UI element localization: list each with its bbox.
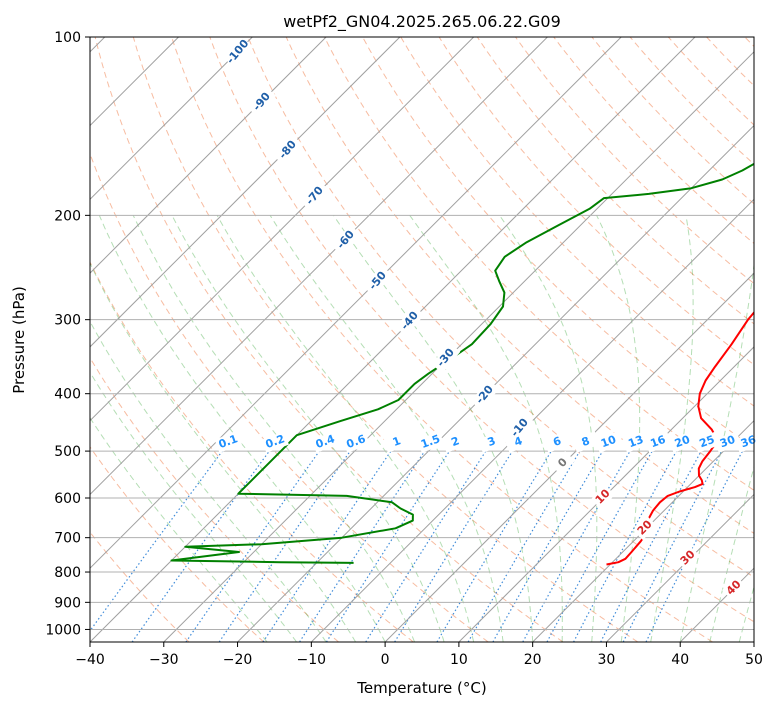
x-tick-label: 50 <box>745 652 763 668</box>
x-tick-label: 20 <box>524 652 542 668</box>
chart-title: wetPf2_GN04.2025.265.06.22.G09 <box>283 12 561 32</box>
x-tick-label: −30 <box>149 652 179 668</box>
x-tick-label: −40 <box>75 652 105 668</box>
x-axis-title: Temperature (°C) <box>356 679 486 697</box>
x-tick-label: 10 <box>450 652 468 668</box>
x-tick-label: 40 <box>671 652 689 668</box>
y-tick-label: 900 <box>54 595 81 611</box>
x-tick-label: −20 <box>223 652 253 668</box>
y-tick-label: 100 <box>54 30 81 46</box>
y-tick-label: 700 <box>54 531 81 547</box>
y-axis-title: Pressure (hPa) <box>10 286 28 394</box>
x-tick-label: −10 <box>297 652 327 668</box>
x-tick-label: 0 <box>381 652 390 668</box>
y-tick-label: 800 <box>54 565 81 581</box>
y-tick-label: 300 <box>54 313 81 329</box>
x-tick-label: 30 <box>598 652 616 668</box>
y-tick-label: 500 <box>54 444 81 460</box>
y-tick-label: 200 <box>54 208 81 224</box>
y-tick-label: 400 <box>54 387 81 403</box>
y-tick-label: 1000 <box>45 622 81 638</box>
y-tick-label: 600 <box>54 491 81 507</box>
